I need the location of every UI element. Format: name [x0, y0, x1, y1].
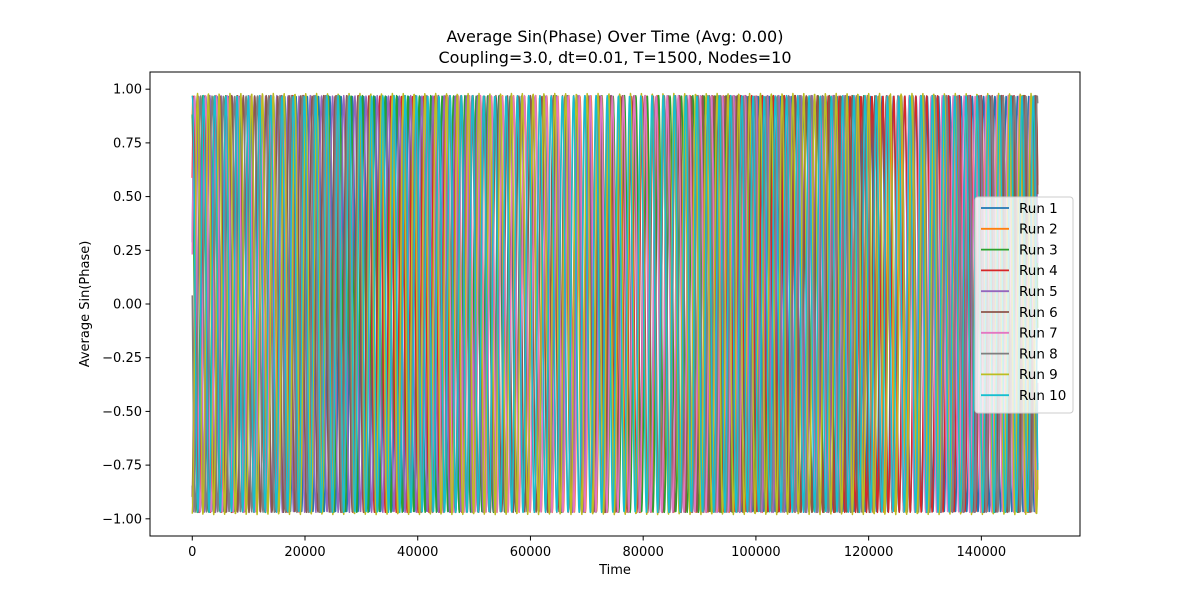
- legend-label-run-4: Run 4: [1019, 263, 1058, 279]
- y-axis-label: Average Sin(Phase): [78, 241, 93, 368]
- x-axis: 0 20000 40000 60000 80000 100000 120000 140000: [188, 536, 1006, 560]
- legend-box: [974, 196, 1074, 414]
- y-tick-label: 0.00: [113, 298, 142, 313]
- x-tick-label: 140000: [957, 545, 1007, 560]
- legend-label-run-3: Run 3: [1019, 242, 1058, 258]
- x-tick-label: 80000: [623, 545, 664, 560]
- y-axis: 1.00 0.75 0.50 0.25 0.00 −0.25 −0.50 −0.75 −1.00: [102, 83, 150, 527]
- legend-label-run-7: Run 7: [1019, 326, 1058, 342]
- legend-label-run-2: Run 2: [1019, 222, 1058, 238]
- series-line-run-10: [191, 94, 1039, 514]
- y-tick-label: −0.75: [102, 459, 142, 474]
- y-tick-label: 0.25: [113, 244, 142, 259]
- y-tick-label: 0.50: [113, 190, 142, 205]
- legend-label-run-1: Run 1: [1019, 201, 1058, 217]
- x-tick-label: 0: [188, 545, 196, 560]
- legend-label-run-6: Run 6: [1019, 305, 1058, 321]
- legend: Run 1 Run 2 Run 3 Run 4 Run 5 Run 6 Run 7 Run 8…: [974, 196, 1074, 414]
- x-axis-label: Time: [598, 563, 631, 578]
- legend-label-run-10: Run 10: [1019, 388, 1066, 404]
- legend-label-run-5: Run 5: [1019, 284, 1058, 300]
- x-tick-label: 100000: [731, 545, 781, 560]
- y-tick-label: −1.00: [102, 512, 142, 527]
- legend-label-run-9: Run 9: [1019, 367, 1058, 383]
- chart-title: Average Sin(Phase) Over Time (Avg: 0.00): [446, 27, 784, 46]
- series-layer: [191, 92, 1039, 516]
- x-tick-label: 60000: [510, 545, 551, 560]
- x-tick-label: 40000: [397, 545, 438, 560]
- y-tick-label: 1.00: [113, 83, 142, 98]
- chart-subtitle: Coupling=3.0, dt=0.01, T=1500, Nodes=10: [438, 48, 792, 67]
- y-tick-label: 0.75: [113, 136, 142, 151]
- legend-label-run-8: Run 8: [1019, 346, 1058, 362]
- x-tick-label: 120000: [844, 545, 894, 560]
- y-tick-label: −0.50: [102, 405, 142, 420]
- x-tick-label: 20000: [284, 545, 325, 560]
- y-tick-label: −0.25: [102, 351, 142, 366]
